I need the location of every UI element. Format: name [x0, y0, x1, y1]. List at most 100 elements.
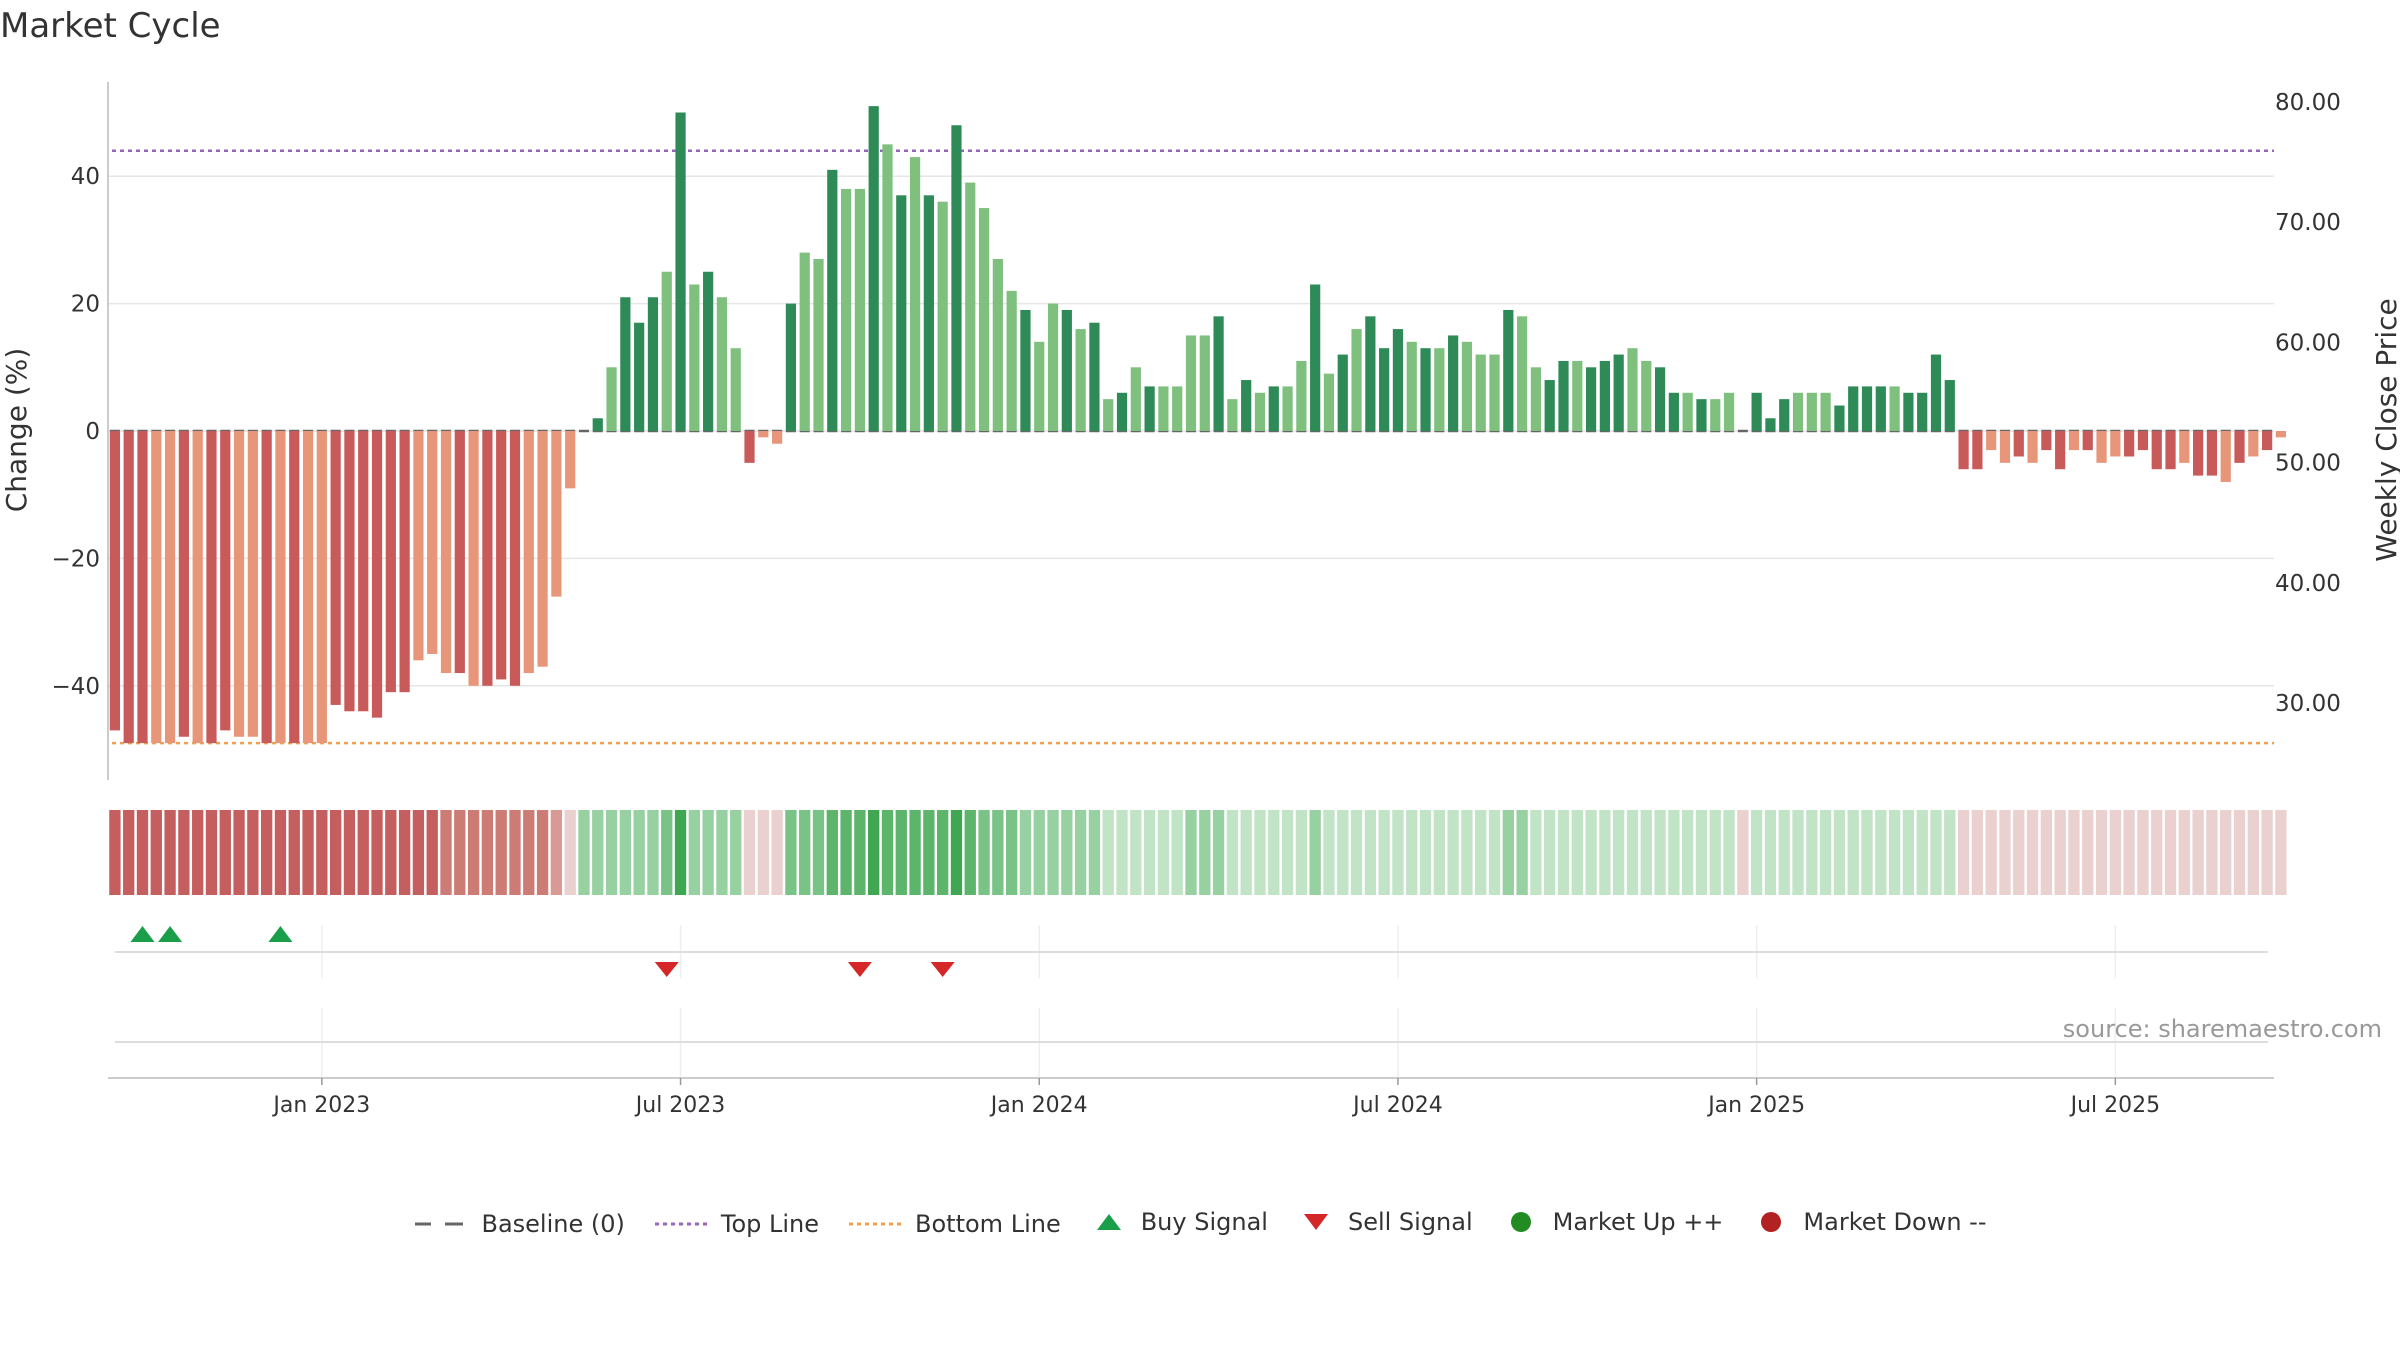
strip-cell: [454, 810, 466, 895]
bar: [840, 188, 852, 431]
strip-cell: [2261, 810, 2273, 895]
y2-tick-label: 50.00: [2275, 451, 2341, 477]
strip-cell: [1971, 810, 1984, 895]
strip-cell: [881, 810, 894, 895]
bar: [1434, 348, 1445, 431]
bar: [1544, 380, 1555, 431]
bar: [178, 431, 189, 737]
y2-tick-label: 30.00: [2275, 691, 2341, 717]
bar: [275, 431, 286, 744]
legend-label: Buy Signal: [1140, 1208, 1268, 1236]
bar: [2261, 431, 2273, 451]
strip-cell: [619, 810, 632, 895]
bar: [1020, 309, 1031, 431]
strip-cell: [702, 810, 714, 895]
strip-cell: [233, 810, 245, 895]
bar: [2027, 431, 2038, 463]
bar: [992, 259, 1003, 431]
bar: [854, 188, 865, 431]
bar: [1461, 341, 1473, 431]
strip-cell: [412, 810, 425, 895]
strip-cell: [274, 810, 287, 895]
strip-cell: [523, 810, 535, 895]
strip-cell: [1613, 810, 1625, 895]
bar: [1061, 309, 1072, 431]
strip-cell: [1626, 810, 1639, 895]
strip-cell: [1819, 810, 1832, 895]
bar: [2068, 431, 2080, 451]
bar: [827, 169, 838, 431]
strip-cell: [2233, 810, 2246, 895]
bar: [1999, 431, 2011, 463]
bar: [2179, 431, 2190, 463]
strip-cell: [647, 810, 659, 895]
bar: [1834, 405, 1845, 431]
bar: [813, 259, 824, 431]
strip-cell: [950, 810, 963, 895]
bar: [440, 431, 452, 674]
bar: [496, 431, 507, 680]
bar: [937, 201, 948, 431]
bar: [1930, 354, 1942, 431]
bar: [233, 431, 245, 737]
strip-cell: [1599, 810, 1611, 895]
bar: [1103, 399, 1114, 431]
bar: [965, 182, 976, 431]
strip-cell: [1419, 810, 1432, 895]
strip-cell: [371, 810, 383, 895]
market-up-dot-icon: [1501, 1210, 1553, 1234]
strip-cell: [440, 810, 452, 895]
strip-cell: [2275, 810, 2287, 895]
strip-cell: [302, 810, 314, 895]
strip-cell: [1709, 810, 1721, 895]
strip-cell: [992, 810, 1004, 895]
strip-cell: [923, 810, 935, 895]
bar: [2096, 431, 2107, 463]
bar: [1889, 386, 1900, 431]
bar: [1986, 431, 1997, 451]
strip-cell: [716, 810, 728, 895]
bar: [2165, 431, 2176, 470]
bar: [2234, 431, 2245, 463]
baseline-dash-icon: [413, 1214, 481, 1234]
bar: [192, 431, 203, 744]
strip-cell: [2247, 810, 2259, 895]
bar: [1944, 380, 1955, 431]
x-axis: Jan 2023 Jul 2023 Jan 2024 Jul 2024 Jan 2025…: [108, 1077, 2274, 1118]
sell-triangle-down-icon: [1296, 1210, 1348, 1234]
bar: [1047, 303, 1059, 431]
legend-label: Market Up ++: [1552, 1208, 1724, 1236]
strip-cell: [1944, 810, 1956, 895]
strip-cell: [1999, 810, 2011, 895]
strip-cell: [1171, 810, 1183, 895]
strip-cell: [1723, 810, 1735, 895]
y-tick-label: −40: [51, 674, 100, 700]
bar: [1861, 386, 1873, 431]
strip-cell: [592, 810, 604, 895]
strip-cell: [1337, 810, 1349, 895]
bar: [716, 297, 728, 431]
bar: [882, 144, 893, 431]
bar: [647, 297, 659, 431]
bar: [909, 157, 921, 431]
bar: [358, 431, 369, 712]
bar: [1241, 380, 1252, 431]
legend-item: Market Up ++: [1501, 1208, 1724, 1236]
strip-cell: [1005, 810, 1018, 895]
bar: [385, 431, 396, 693]
bar: [2055, 431, 2066, 470]
strip-cell: [2040, 810, 2053, 895]
strip-cell: [1516, 810, 1528, 895]
bar: [1903, 392, 1914, 431]
strip-cell: [840, 810, 852, 895]
strip-cell: [1364, 810, 1377, 895]
strip-cell: [564, 810, 576, 895]
strip-cell: [1281, 810, 1294, 895]
bar: [1227, 399, 1238, 431]
bar: [1296, 360, 1307, 431]
strip-cell: [826, 810, 838, 895]
strip-cell: [2082, 810, 2094, 895]
page-title: Market Cycle: [0, 6, 221, 46]
bar: [1282, 386, 1293, 431]
strip-cell: [2054, 810, 2066, 895]
